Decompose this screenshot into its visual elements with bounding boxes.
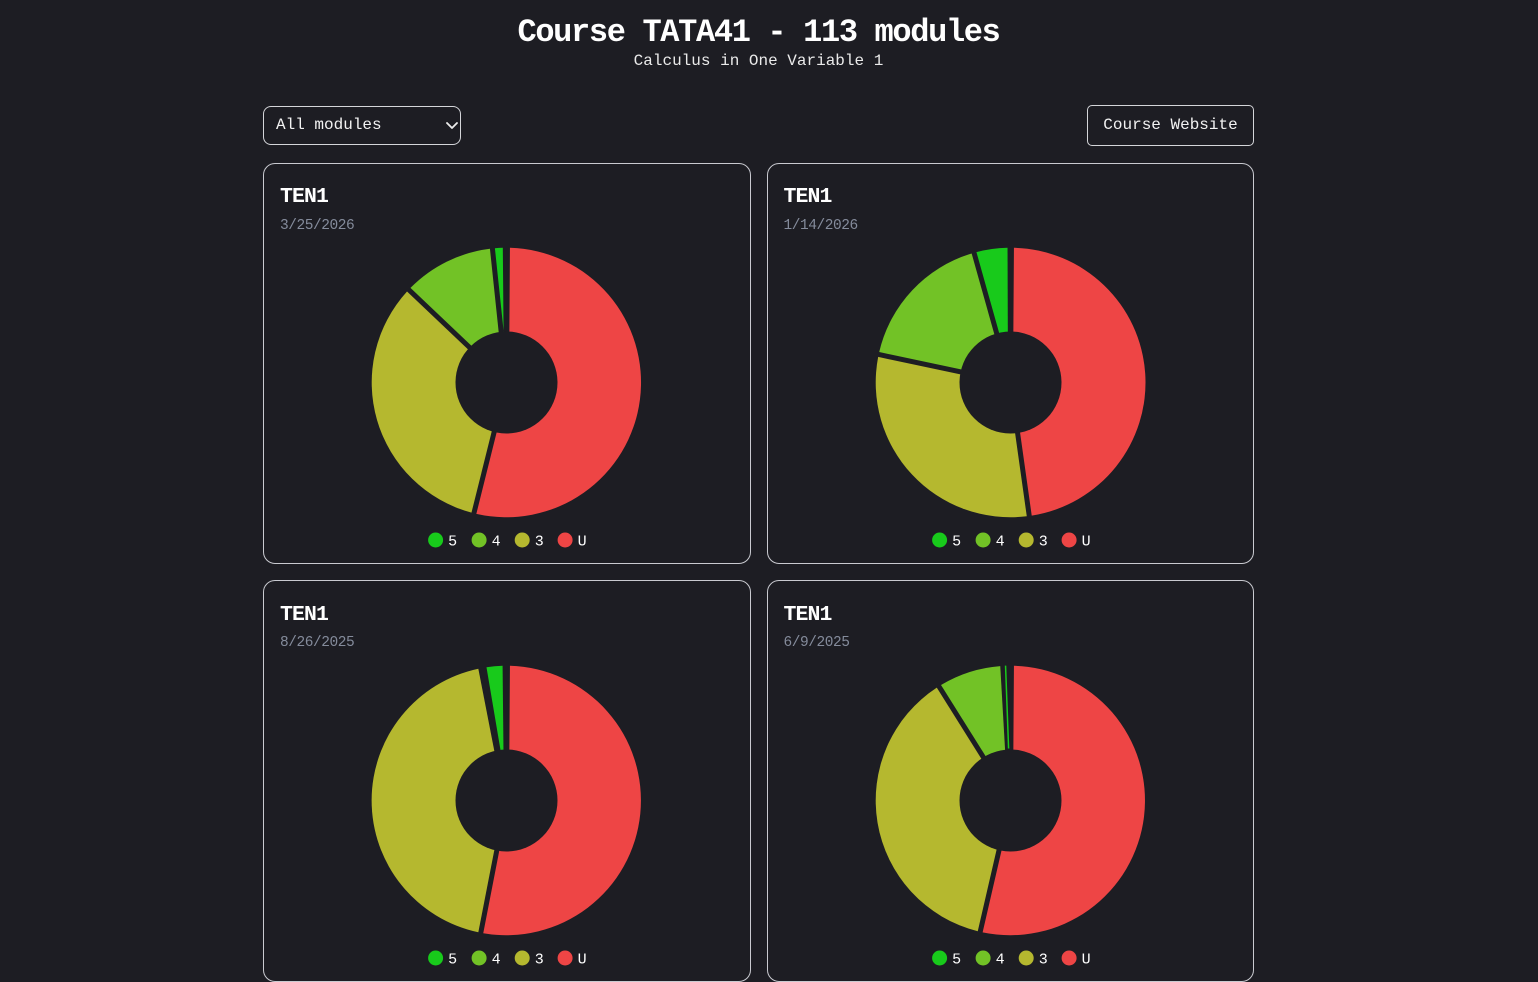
svg-text:5: 5 [448, 533, 457, 550]
svg-text:4: 4 [995, 951, 1004, 968]
svg-text:3: 3 [1038, 533, 1047, 550]
svg-text:4: 4 [995, 533, 1004, 550]
svg-text:5: 5 [952, 533, 961, 550]
svg-text:3: 3 [535, 533, 544, 550]
svg-text:U: U [1081, 951, 1090, 968]
svg-text:4: 4 [492, 951, 501, 968]
svg-text:U: U [1081, 533, 1090, 550]
svg-text:3: 3 [1038, 951, 1047, 968]
svg-text:U: U [578, 951, 587, 968]
svg-text:5: 5 [952, 951, 961, 968]
svg-text:U: U [578, 533, 587, 550]
svg-text:5: 5 [448, 951, 457, 968]
svg-text:3: 3 [535, 951, 544, 968]
svg-text:4: 4 [492, 533, 501, 550]
